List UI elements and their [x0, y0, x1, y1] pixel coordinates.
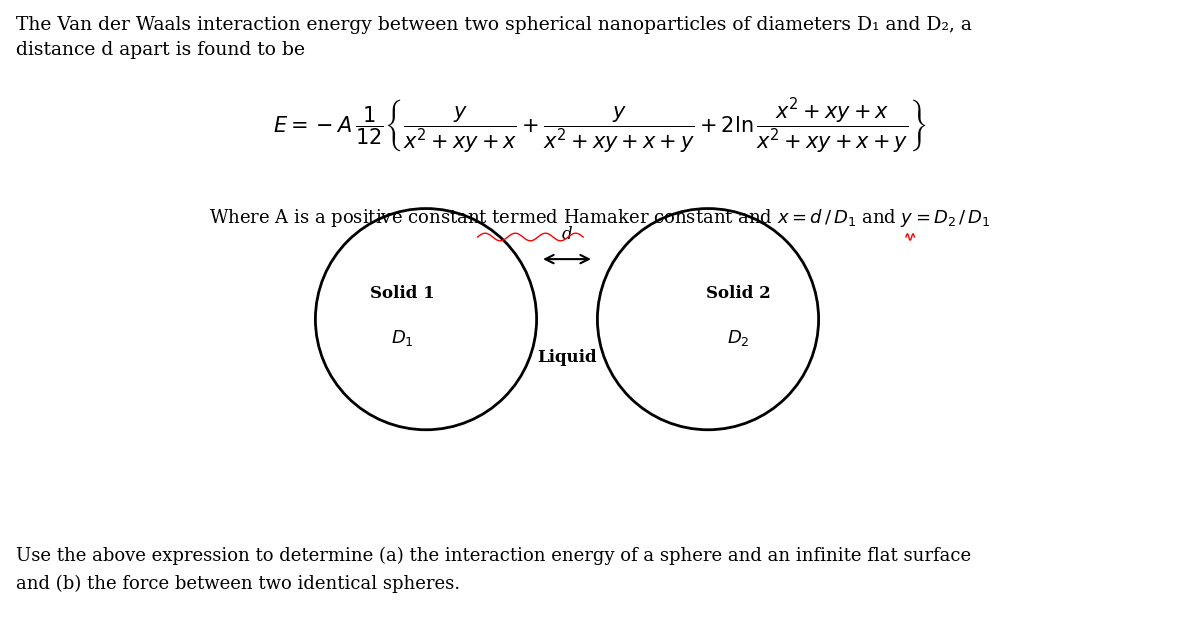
- Text: Liquid: Liquid: [538, 349, 596, 365]
- Text: $D_2$: $D_2$: [727, 328, 749, 348]
- Text: and (b) the force between two identical spheres.: and (b) the force between two identical …: [16, 575, 460, 593]
- Text: $E = -A\,\dfrac{1}{12}\left\{\dfrac{y}{x^2+xy+x}+\dfrac{y}{x^2+xy+x+y}+2\ln\dfra: $E = -A\,\dfrac{1}{12}\left\{\dfrac{y}{x…: [274, 97, 926, 156]
- Text: distance d apart is found to be: distance d apart is found to be: [16, 41, 305, 59]
- Text: d: d: [562, 226, 572, 243]
- Text: $D_1$: $D_1$: [391, 328, 413, 348]
- Text: Use the above expression to determine (a) the interaction energy of a sphere and: Use the above expression to determine (a…: [16, 547, 971, 565]
- Text: Solid 1: Solid 1: [370, 286, 434, 302]
- Text: Solid 2: Solid 2: [706, 286, 770, 302]
- Text: The Van der Waals interaction energy between two spherical nanoparticles of diam: The Van der Waals interaction energy bet…: [16, 16, 972, 33]
- Text: Where A is a positive constant termed Hamaker constant and $x = d\,/\,D_1$ and $: Where A is a positive constant termed Ha…: [209, 207, 991, 229]
